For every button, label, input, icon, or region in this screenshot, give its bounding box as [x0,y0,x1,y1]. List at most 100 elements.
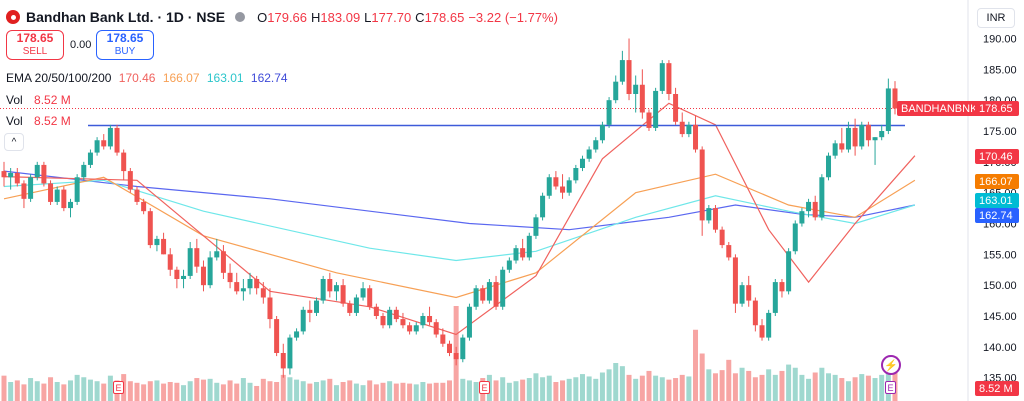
price-tick-label: 175.00 [983,126,1017,138]
currency-selector[interactable]: INR [977,8,1015,28]
volume-bar [280,374,286,401]
volume-bar [287,377,293,401]
candle-body [506,260,512,270]
volume-legend-2[interactable]: Vol 8.52 M [6,114,71,128]
candle-body [766,312,772,338]
volume-bar [460,378,466,401]
lightning-icon[interactable]: ⚡ [881,355,901,375]
vol2-label: Vol [6,114,23,128]
candle-body [94,140,100,153]
volume-bar [274,382,280,401]
candle-body [413,325,419,332]
earnings-marker[interactable]: E [885,381,896,394]
buy-button[interactable]: 178.65 BUY [96,30,154,60]
candle-body [752,300,758,326]
candle-body [699,149,705,221]
volume-bar [14,380,20,401]
ema100-value: 163.01 [206,71,244,85]
candle-body [526,235,532,258]
volume-bar [752,377,758,401]
candle-body [546,177,552,196]
close-label: C [415,9,425,25]
candle-body [712,208,718,230]
candle-body [240,288,246,292]
volume-bar [41,383,47,401]
volume-bar [234,383,240,401]
volume-bar [566,378,572,401]
volume-bar [187,381,193,401]
volume-bar [353,383,359,401]
volume-bar [666,379,672,401]
bandhan-logo-icon [6,10,20,24]
volume-bar [161,383,167,401]
sell-button[interactable]: 178.65 SELL [6,30,64,60]
volume-bar [859,374,865,401]
candle-body [393,309,399,320]
candle-body [34,164,40,178]
candle-body [453,353,459,360]
candle-body [540,195,546,218]
volume-bar [699,353,705,401]
volume-bar [839,378,845,401]
candle-body [839,143,845,150]
earnings-marker[interactable]: E [113,381,124,394]
volume-bar [347,380,353,401]
volume-bar [420,382,426,401]
buy-price: 178.65 [106,31,144,45]
volume-bar [1,375,7,401]
volume-bar [393,383,399,401]
volume-bar [599,372,605,401]
candle-body [726,245,732,258]
candle-body [154,238,160,246]
candle-body [121,152,127,172]
sell-price: 178.65 [16,31,54,45]
symbol-header: Bandhan Bank Ltd. · 1D · NSE O 179.66 H 18… [6,8,558,26]
collapse-legend-button[interactable]: ^ [4,133,24,151]
volume-legend[interactable]: Vol 8.52 M [6,93,71,107]
volume-bar [21,384,27,401]
ema-legend[interactable]: EMA 20/50/100/200 170.46 166.07 163.01 1… [6,71,288,85]
candle-body [400,319,406,326]
candle-body [566,180,572,193]
earnings-marker[interactable]: E [479,381,490,394]
volume-bar [207,378,213,401]
volume-bar [294,379,300,401]
candle-body [167,254,173,270]
market-status-icon[interactable] [235,12,246,22]
volume-bar [619,366,625,401]
candle-body [653,90,659,128]
candle-body [845,127,851,150]
candle-body [466,306,472,338]
candle-body [367,288,373,307]
candle-body [520,248,526,258]
candle-body [639,84,645,113]
volume-bar [333,385,339,401]
ema20-value: 170.46 [118,71,156,85]
candle-body [407,325,413,332]
candle-body [493,282,499,307]
volume-bar [227,380,233,401]
ema100-price-tag: 163.01 [975,193,1019,208]
ema20-line [3,102,916,336]
volume-bar [247,382,253,401]
candle-body [759,325,765,338]
candle-body [48,183,54,202]
volume-bar [61,384,67,401]
candle-body [646,112,652,128]
volume-bar [506,382,512,401]
volume-value-tag: 8.52 M [975,381,1019,396]
symbol-title[interactable]: Bandhan Bank Ltd. · 1D · NSE [26,9,226,25]
candle-body [892,88,898,109]
volume-bar [626,374,632,401]
volume-bar [81,377,87,401]
volume-bar [447,380,452,401]
candle-body [28,177,34,199]
volume-bar [493,380,499,401]
volume-bar [327,378,333,401]
candle-body [859,124,865,147]
candle-body [320,279,326,301]
volume-bar [779,370,785,401]
candle-body [107,127,113,147]
candle-body [300,309,306,332]
